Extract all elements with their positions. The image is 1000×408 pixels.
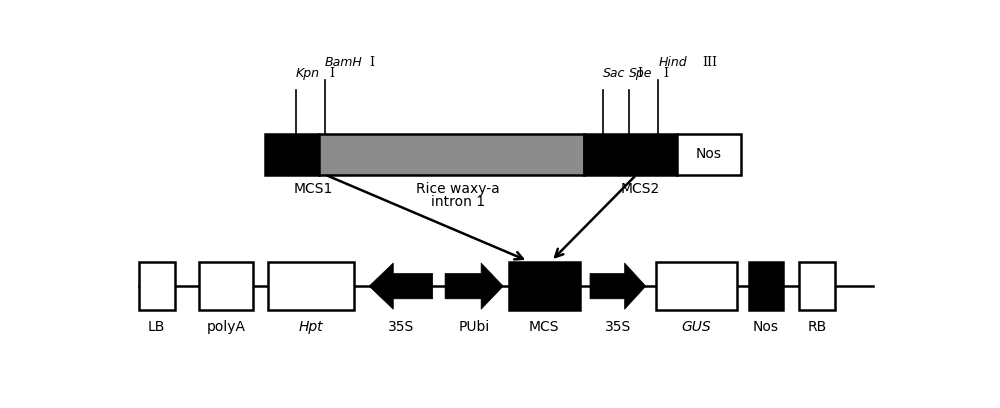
Text: Sac: Sac <box>603 67 626 80</box>
Text: Nos: Nos <box>696 147 722 161</box>
FancyArrow shape <box>590 263 646 309</box>
FancyArrow shape <box>445 263 503 309</box>
Text: 35S: 35S <box>388 320 414 334</box>
Text: Kpn: Kpn <box>296 67 320 80</box>
Text: polyA: polyA <box>206 320 245 334</box>
Bar <box>799 262 835 310</box>
Text: I: I <box>369 56 374 69</box>
Text: Nos: Nos <box>753 320 779 334</box>
Bar <box>264 134 319 175</box>
Bar <box>656 262 737 310</box>
Text: LB: LB <box>148 320 165 334</box>
Bar <box>139 262 175 310</box>
Text: MCS: MCS <box>529 320 560 334</box>
Text: Spe: Spe <box>629 67 652 80</box>
Bar <box>677 134 741 175</box>
Text: RB: RB <box>807 320 827 334</box>
Text: III: III <box>702 56 717 69</box>
Text: Hind: Hind <box>658 56 687 69</box>
Text: 35S: 35S <box>605 320 631 334</box>
Bar <box>268 262 354 310</box>
Text: Hpt: Hpt <box>299 320 323 334</box>
Text: PUbi: PUbi <box>459 320 490 334</box>
Text: Rice waxy-a: Rice waxy-a <box>416 182 500 197</box>
FancyArrow shape <box>369 263 433 309</box>
Bar <box>199 262 253 310</box>
Text: intron 1: intron 1 <box>431 195 485 209</box>
Text: MCS2: MCS2 <box>621 182 660 197</box>
Bar <box>584 134 677 175</box>
Text: GUS: GUS <box>682 320 711 334</box>
Bar <box>319 134 584 175</box>
Text: I: I <box>663 67 668 80</box>
Bar <box>509 262 580 310</box>
Text: MCS1: MCS1 <box>294 182 333 197</box>
Text: I: I <box>637 67 642 80</box>
Text: BamH: BamH <box>325 56 363 69</box>
Bar <box>749 262 783 310</box>
Text: I: I <box>330 67 335 80</box>
